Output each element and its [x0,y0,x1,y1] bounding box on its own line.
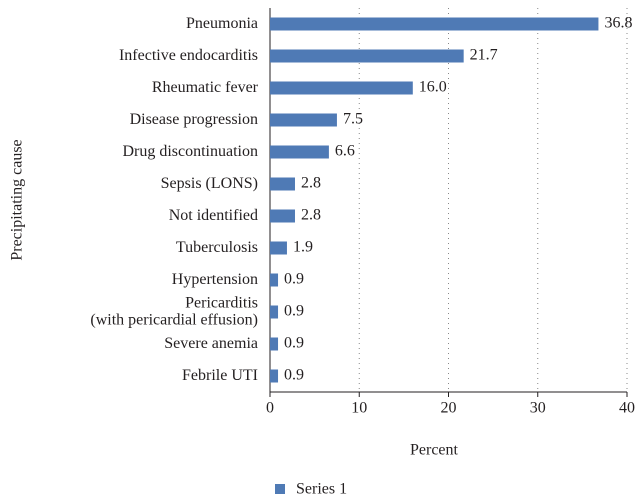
y-axis-label: Precipitating cause [9,139,26,260]
x-tick-label: 10 [351,400,367,417]
y-tick-label: Pneumonia [186,15,258,32]
y-tick-label-line: Pericarditis [185,294,258,311]
y-tick-label-line: Severe anemia [164,335,258,352]
bar [270,81,413,95]
bar [270,49,464,63]
bar [270,209,295,223]
x-tick-label: 0 [266,400,274,417]
y-tick-label-line: Febrile UTI [182,367,258,384]
x-tick-label: 20 [441,400,457,417]
y-tick-label-line: Tuberculosis [176,239,258,256]
y-tick-label: Hypertension [172,271,258,288]
y-tick-label: Not identified [169,207,258,224]
y-tick-label-line: Disease progression [130,111,258,128]
y-tick-label: Pericarditis (with pericardial effusion) [90,294,258,328]
value-label: 7.5 [343,111,363,128]
value-label: 21.7 [470,47,498,64]
value-label: 36.8 [604,15,632,32]
value-label: 16.0 [419,79,447,96]
legend-label: Series 1 [296,481,347,498]
y-tick-label-line: (with pericardial effusion) [90,311,258,328]
y-tick-label: Sepsis (LONS) [161,175,258,192]
bar [270,113,337,127]
y-tick-label: Rheumatic fever [152,79,259,96]
y-tick-label: Tuberculosis [176,239,258,256]
x-tick-label: 40 [619,400,635,417]
value-label: 2.8 [301,175,321,192]
value-label: 2.8 [301,207,321,224]
y-tick-label-line: Pneumonia [186,15,258,32]
y-tick-label-line: Sepsis (LONS) [161,175,258,192]
y-tick-label: Febrile UTI [182,367,258,384]
x-tick-label: 30 [530,400,546,417]
value-label: 0.9 [284,367,304,384]
bar [270,17,599,31]
value-label: 0.9 [284,303,304,320]
bar [270,337,279,351]
y-tick-label-line: Not identified [169,207,258,224]
y-tick-label-line: Drug discontinuation [122,143,258,160]
bar [270,305,279,319]
y-tick-label-line: Infective endocarditis [119,47,258,64]
y-tick-label-line: Hypertension [172,271,258,288]
bar [270,273,279,287]
legend-swatch [275,484,285,494]
value-label: 6.6 [335,143,355,160]
bar [270,241,287,255]
bar [270,369,279,383]
y-tick-label: Severe anemia [164,335,258,352]
bar [270,177,295,191]
value-label: 0.9 [284,335,304,352]
value-label: 0.9 [284,271,304,288]
value-label: 1.9 [293,239,313,256]
y-tick-label: Infective endocarditis [119,47,258,64]
bar [270,145,329,159]
x-axis-label: Percent [410,442,459,459]
y-tick-label: Drug discontinuation [122,143,258,160]
y-tick-label: Disease progression [130,111,258,128]
y-tick-label-line: Rheumatic fever [152,79,259,96]
